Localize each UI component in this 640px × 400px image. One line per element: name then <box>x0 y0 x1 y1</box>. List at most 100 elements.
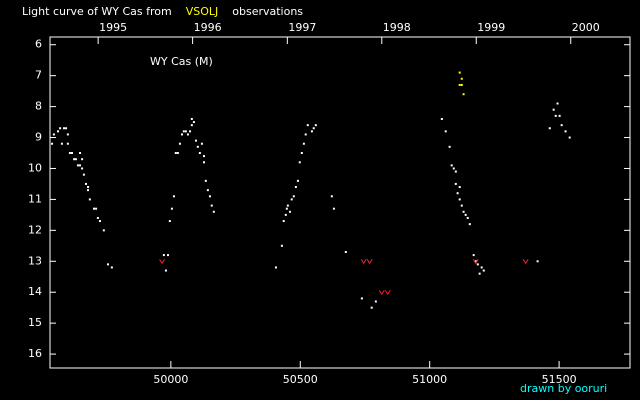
observation-point <box>182 130 185 133</box>
observation-point <box>472 254 475 257</box>
observation-point <box>198 152 201 155</box>
observation-point <box>454 182 457 185</box>
observation-point <box>81 167 84 170</box>
observation-point <box>102 229 105 232</box>
observation-point <box>51 142 54 145</box>
observation-point <box>374 300 377 303</box>
observation-point <box>290 198 293 201</box>
observation-point <box>59 127 62 130</box>
observation-point <box>162 254 165 257</box>
observation-point <box>462 93 465 96</box>
observation-point <box>95 207 98 210</box>
observation-point <box>456 192 459 195</box>
y-tick-label: 14 <box>28 285 42 298</box>
observation-point <box>65 127 68 130</box>
observation-point <box>306 124 309 127</box>
observation-point <box>110 266 113 269</box>
fainter-than-mark <box>360 259 367 265</box>
observation-point <box>274 266 277 269</box>
observation-point <box>194 139 197 142</box>
observation-point <box>73 158 76 161</box>
observation-point <box>458 198 461 201</box>
observation-point <box>282 220 285 223</box>
observation-point <box>60 142 63 145</box>
observation-point <box>200 142 203 145</box>
observation-point <box>202 155 205 158</box>
observation-point <box>170 207 173 210</box>
observation-point <box>87 186 90 189</box>
observation-point <box>304 133 307 136</box>
observation-point <box>81 158 84 161</box>
observation-point <box>464 213 467 216</box>
observation-point <box>466 216 469 219</box>
observation-point <box>178 142 181 145</box>
credit: drawn by ooruri <box>520 382 607 395</box>
observation-point <box>190 124 193 127</box>
y-tick-label: 12 <box>28 223 42 236</box>
observation-point <box>96 216 99 219</box>
observation-point <box>450 164 453 167</box>
annotation: WY Cas (M) <box>150 55 213 68</box>
observation-point <box>208 195 211 198</box>
x2-tick-label: 1996 <box>194 21 222 34</box>
x-tick-label: 50500 <box>283 373 318 386</box>
observation-point <box>82 173 85 176</box>
observation-point <box>312 127 315 130</box>
observation-point <box>186 133 189 136</box>
observation-point <box>79 164 82 167</box>
observation-point <box>196 145 199 148</box>
observation-point <box>458 83 461 86</box>
observation-point <box>560 124 563 127</box>
observation-point <box>460 83 463 86</box>
observation-point <box>568 136 571 139</box>
observation-point <box>344 250 347 253</box>
observation-point <box>174 152 177 155</box>
x2-tick-label: 1995 <box>99 21 127 34</box>
observation-point <box>452 167 455 170</box>
x-tick-label: 51500 <box>542 373 577 386</box>
observation-point <box>554 114 557 117</box>
observation-point <box>57 130 60 133</box>
observation-point <box>302 142 305 145</box>
fainter-than-mark <box>378 289 385 296</box>
observation-point <box>284 213 287 216</box>
observation-point <box>88 198 91 201</box>
observation-point <box>458 186 461 189</box>
observation-point <box>330 195 333 198</box>
observation-point <box>98 220 101 223</box>
observation-point <box>558 114 561 117</box>
plot-frame <box>49 36 631 369</box>
observation-point <box>454 170 457 173</box>
observation-point <box>288 210 291 213</box>
observation-point <box>474 260 477 263</box>
observation-point <box>74 158 77 161</box>
observation-point <box>212 210 215 213</box>
observation-point <box>204 179 207 182</box>
y-tick-label: 16 <box>28 347 42 360</box>
y-tick-label: 9 <box>35 131 42 144</box>
observation-point <box>192 121 195 124</box>
observation-point <box>202 161 205 164</box>
observation-point <box>106 263 109 266</box>
observation-point <box>448 145 451 148</box>
observation-point <box>462 210 465 213</box>
observation-point <box>300 152 303 155</box>
fainter-than-mark <box>159 259 165 265</box>
observation-point <box>286 204 289 207</box>
observation-point <box>476 263 479 266</box>
x-tick-label: 51000 <box>412 373 447 386</box>
x-tick-label: 50000 <box>153 373 188 386</box>
observation-point <box>460 204 463 207</box>
observation-point <box>552 108 555 111</box>
chart-title: VSOLJ <box>186 5 219 18</box>
y-tick-label: 6 <box>35 38 42 51</box>
fainter-than-mark <box>384 289 391 296</box>
observation-point <box>79 152 82 155</box>
observation-point <box>280 244 283 247</box>
observation-point <box>87 189 90 192</box>
observation-point <box>68 152 71 155</box>
observation-point <box>444 130 447 133</box>
x2-tick-label: 2000 <box>572 21 600 34</box>
observation-point <box>84 182 87 185</box>
